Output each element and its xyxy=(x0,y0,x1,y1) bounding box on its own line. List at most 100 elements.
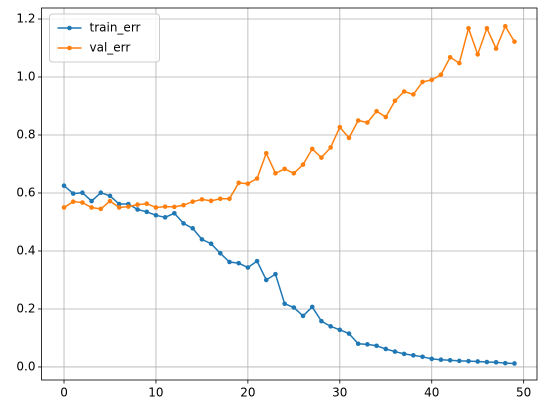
point xyxy=(153,213,159,218)
point xyxy=(208,198,214,204)
point xyxy=(291,170,297,176)
point xyxy=(263,277,269,283)
point xyxy=(135,207,140,212)
point xyxy=(309,304,315,310)
legend-marker xyxy=(67,45,72,51)
point xyxy=(70,199,76,204)
point xyxy=(80,190,85,195)
point xyxy=(126,204,131,209)
point xyxy=(309,146,315,152)
point xyxy=(135,202,140,207)
point xyxy=(512,361,517,366)
point xyxy=(484,25,490,31)
point xyxy=(282,301,287,307)
y-tick-label: 0.0 xyxy=(16,359,35,373)
point xyxy=(466,358,471,364)
x-tick-label: 0 xyxy=(60,386,68,400)
point xyxy=(273,271,278,277)
point xyxy=(420,79,425,85)
x-tick-label: 30 xyxy=(332,386,347,400)
point xyxy=(254,176,260,181)
point xyxy=(98,190,104,195)
point xyxy=(162,204,168,209)
x-tick-label: 10 xyxy=(148,386,163,400)
point xyxy=(227,196,232,202)
point xyxy=(392,98,398,104)
point xyxy=(411,92,416,97)
point xyxy=(273,170,278,176)
y-tick-label: 0.4 xyxy=(16,243,35,257)
y-tick-label: 1.0 xyxy=(16,70,35,84)
point xyxy=(411,353,416,358)
point xyxy=(263,150,269,156)
point xyxy=(144,201,150,207)
point xyxy=(365,342,370,347)
point xyxy=(218,250,223,256)
point xyxy=(328,324,333,329)
point xyxy=(383,346,389,352)
point xyxy=(493,46,499,51)
point xyxy=(475,52,481,57)
plot-frame xyxy=(41,7,538,381)
point xyxy=(401,351,407,357)
y-tick-label: 0.8 xyxy=(16,127,35,141)
x-tick-label: 50 xyxy=(516,386,531,400)
point xyxy=(319,318,324,324)
point xyxy=(107,193,113,199)
point xyxy=(80,200,85,205)
point xyxy=(116,205,122,210)
point xyxy=(181,202,186,208)
point xyxy=(346,331,352,336)
legend-label: train_err xyxy=(90,21,141,35)
point xyxy=(300,162,306,167)
point xyxy=(337,124,343,130)
y-tick-label: 0.6 xyxy=(16,185,35,199)
point xyxy=(383,114,389,120)
point xyxy=(447,54,453,60)
point xyxy=(346,135,352,141)
legend-marker xyxy=(67,25,72,31)
point xyxy=(319,155,324,160)
point xyxy=(438,72,444,77)
point xyxy=(337,327,343,333)
point xyxy=(208,241,214,247)
point xyxy=(199,197,205,202)
point xyxy=(70,191,76,196)
point xyxy=(466,25,471,31)
point xyxy=(153,205,159,210)
x-tick-label: 40 xyxy=(424,386,439,400)
x-tick-label: 20 xyxy=(240,386,255,400)
point xyxy=(374,108,379,114)
point xyxy=(116,201,122,207)
y-tick-label: 0.2 xyxy=(16,301,35,315)
point xyxy=(328,145,333,150)
series-line xyxy=(63,185,515,365)
point xyxy=(374,343,379,349)
point xyxy=(429,356,435,362)
point xyxy=(172,210,177,216)
point xyxy=(181,221,186,226)
point xyxy=(438,357,444,363)
point xyxy=(300,313,306,319)
point xyxy=(502,360,508,366)
point xyxy=(190,226,196,231)
point xyxy=(291,305,297,310)
point xyxy=(447,357,453,363)
point xyxy=(199,237,205,242)
point xyxy=(107,198,113,204)
point xyxy=(502,23,508,29)
point xyxy=(245,181,251,187)
point xyxy=(144,209,150,215)
point xyxy=(245,265,251,270)
point xyxy=(401,89,407,94)
point xyxy=(172,204,177,210)
point xyxy=(355,341,361,347)
point xyxy=(457,358,462,364)
point xyxy=(236,260,241,266)
point xyxy=(475,359,481,364)
point xyxy=(254,258,260,264)
y-tick-label: 1.2 xyxy=(16,12,35,26)
point xyxy=(420,354,425,360)
point xyxy=(89,205,94,210)
